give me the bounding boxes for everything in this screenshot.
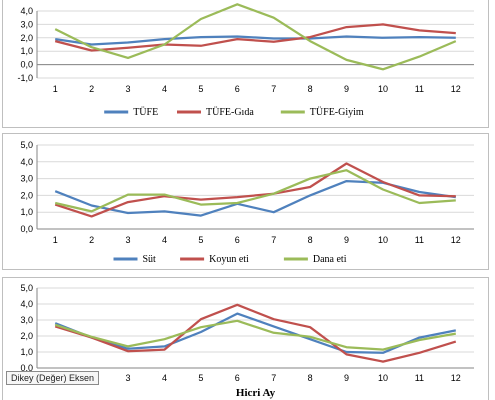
y-tick-label: 3,0 [20,315,33,325]
x-tick-label: 5 [198,84,203,94]
series-line-1 [55,35,456,46]
series-line-2 [54,162,456,218]
y-tick-label: 3,0 [20,174,33,184]
series-line-3 [54,3,457,71]
chart-panel-1: -1,0 0,0 1,0 2,0 3,0 4,0 1 2 3 4 5 6 7 8 9 10 11 12 TÜFE TÜ… [0,0,495,128]
x-tick-label: 4 [162,84,167,94]
y-tick-label: 4,0 [20,299,33,309]
y-tick-label: 1,0 [20,46,33,56]
x-tick-label: 6 [235,84,240,94]
legend-label: Koyun eti [209,254,249,265]
x-tick-label: 3 [126,84,131,94]
x-tick-label: 4 [162,373,167,383]
x-tick-label: 3 [126,235,131,245]
x-tick-label: 8 [308,235,313,245]
x-tick-label: 8 [308,373,313,383]
x-tick-label: 1 [53,84,58,94]
axis-tooltip: Dikey (Değer) Eksen [6,371,100,385]
series-line-3 [54,169,456,213]
chart-border-2 [2,133,489,270]
legend-label: Dana eti [313,254,347,265]
x-tick-label: 6 [235,235,240,245]
y-tick-label: 4,0 [20,6,33,16]
x-axis-title: Hicri Ay [236,387,276,399]
x-tick-label: 2 [89,84,94,94]
series-line-2 [54,23,456,52]
chart-panel-2: 0,0 1,0 2,0 3,0 4,0 5,0 1 2 3 4 5 6 7 8 9 10 11 12 Süt Koyu… [0,133,495,270]
x-tick-label: 4 [162,235,167,245]
x-tick-label: 9 [344,373,349,383]
x-tick-label: 7 [271,84,276,94]
chart-3[interactable]: 0,01,02,03,04,05,0123456789101112Hicri A… [0,277,495,400]
y-tick-label: 4,0 [20,157,33,167]
y-tick-label: 0,0 [20,224,33,234]
x-tick-label: 12 [451,235,461,245]
legend-label: TÜFE-Gıda [206,106,254,118]
x-tick-label: 10 [378,373,388,383]
series-line-2 [54,303,457,363]
y-tick-label: 5,0 [20,283,33,293]
x-tick-label: 9 [344,235,349,245]
x-tick-label: 12 [451,373,461,383]
y-tick-label: 2,0 [20,331,33,341]
series-line-1 [54,312,457,354]
legend-label: TÜFE-Giyim [310,106,364,118]
x-tick-label: 11 [415,373,424,383]
y-tick-label: 2,0 [20,33,33,43]
x-tick-label: 9 [344,84,349,94]
x-tick-label: 10 [378,235,388,245]
chart-border-3 [2,277,489,400]
y-tick-label: -1,0 [17,73,33,83]
x-tick-label: 12 [451,84,461,94]
x-tick-label: 10 [378,84,388,94]
y-tick-label: 0,0 [20,363,33,373]
series-line-3 [54,319,456,351]
x-tick-label: 2 [89,235,94,245]
y-tick-label: 5,0 [20,140,33,150]
x-tick-label: 5 [198,373,203,383]
x-tick-label: 11 [415,84,424,94]
x-tick-label: 6 [235,373,240,383]
y-tick-label: 0,0 [20,60,33,70]
chart-border-1 [2,0,489,128]
x-tick-label: 8 [308,84,313,94]
y-tick-label: 1,0 [20,347,33,357]
x-tick-label: 5 [198,235,203,245]
x-tick-label: 7 [271,373,276,383]
legend-label: TÜFE [133,106,158,118]
y-tick-label: 3,0 [20,19,33,29]
y-tick-label: 2,0 [20,190,33,200]
x-tick-label: 3 [126,373,131,383]
legend-label: Süt [143,254,157,265]
x-tick-label: 11 [415,235,424,245]
x-tick-label: 7 [271,235,276,245]
x-tick-label: 1 [53,235,58,245]
y-tick-label: 1,0 [20,207,33,217]
